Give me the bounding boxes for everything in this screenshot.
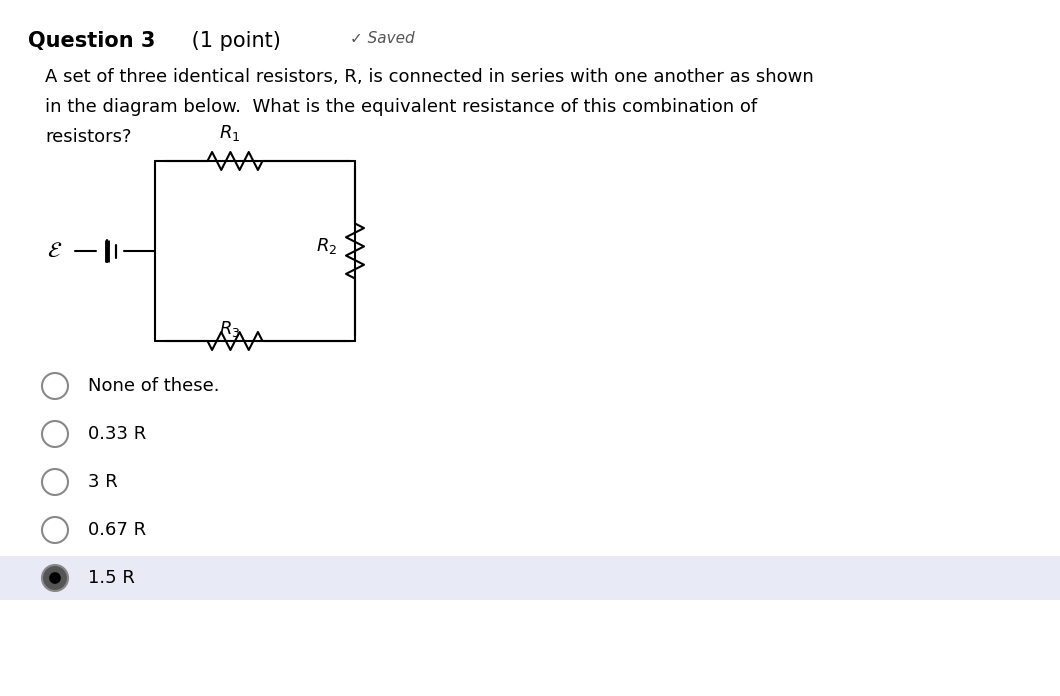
Text: 3 R: 3 R [88, 473, 118, 491]
Text: $R_2$: $R_2$ [316, 236, 337, 256]
Text: A set of three identical resistors, R, is connected in series with one another a: A set of three identical resistors, R, i… [45, 68, 814, 86]
Text: $R_1$: $R_1$ [219, 123, 241, 143]
Circle shape [42, 565, 68, 591]
Text: $R_3$: $R_3$ [219, 319, 241, 339]
Text: resistors?: resistors? [45, 128, 131, 146]
Text: 0.67 R: 0.67 R [88, 521, 146, 539]
Text: $\mathcal{E}$: $\mathcal{E}$ [47, 241, 61, 261]
Circle shape [49, 572, 60, 584]
FancyBboxPatch shape [0, 556, 1060, 600]
Text: (1 point): (1 point) [186, 31, 281, 51]
Text: Question 3: Question 3 [28, 31, 156, 51]
Text: in the diagram below.  What is the equivalent resistance of this combination of: in the diagram below. What is the equiva… [45, 98, 757, 116]
Text: ✓ Saved: ✓ Saved [350, 31, 414, 46]
Text: 0.33 R: 0.33 R [88, 425, 146, 443]
Text: None of these.: None of these. [88, 377, 219, 395]
Text: 1.5 R: 1.5 R [88, 569, 135, 587]
